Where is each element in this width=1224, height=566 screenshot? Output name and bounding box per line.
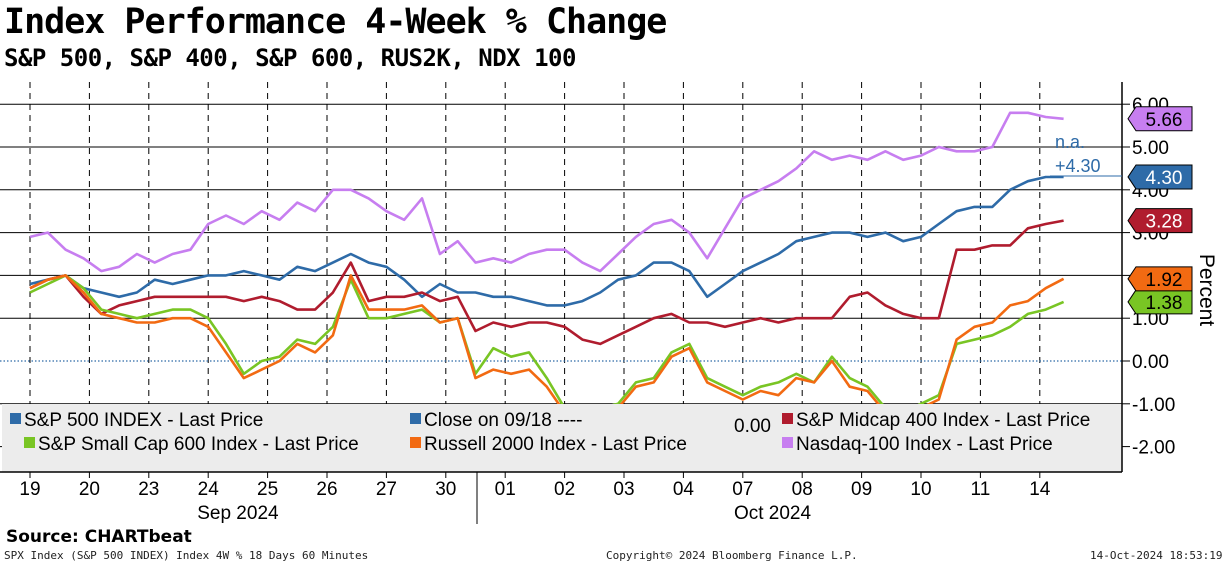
last-value-tag [1127,164,1193,190]
series-line-0 [29,175,1064,307]
x-tick-label: 11 [971,479,991,500]
last-value-label: 1.38 [1146,293,1183,314]
series-lines [29,111,1065,418]
series-line-4 [29,111,1064,273]
last-value-labels: 4.30 3.28 1.381.92 5.66 [1127,106,1193,315]
x-tick-label: 27 [376,479,397,500]
source-note: Source: CHARTbeat [6,527,192,547]
y-axis-title: Percent [1195,254,1218,327]
legend-label: Russell 2000 Index - Last Price [424,434,687,455]
x-tick-label: 03 [613,479,634,500]
last-value-label: 5.66 [1146,110,1183,131]
legend-swatch [10,413,21,424]
legend-label: S&P Small Cap 600 Index - Last Price [38,434,359,455]
last-value-tag [1127,289,1193,315]
y-tick-label: -1.00 [1132,395,1175,416]
last-value-label: 3.28 [1146,212,1183,233]
x-tick-label: 20 [79,479,100,500]
month-label: Sep 2024 [197,503,279,524]
x-tick-label: 01 [495,479,516,500]
x-tick-label: 14 [1029,479,1051,500]
annotation-na: n.a. [1055,132,1085,152]
legend-swatch [410,437,421,448]
x-tick-label: 10 [910,479,931,500]
x-tick-label: 02 [554,479,575,500]
x-tick-label: 08 [792,479,813,500]
chart-subtitle: S&P 500, S&P 400, S&P 600, RUS2K, NDX 10… [4,44,576,72]
legend-swatch [782,437,793,448]
last-value-label: 4.30 [1146,168,1183,189]
last-value-tag [1127,208,1193,234]
last-value-label: 1.92 [1146,270,1183,291]
x-tick-label: 24 [198,479,220,500]
last-value-tag [1127,106,1193,132]
legend-swatch [782,413,793,424]
legend-label: S&P 500 INDEX - Last Price [24,410,263,431]
annotation-change: +4.30 [1055,156,1101,176]
legend-label: S&P Midcap 400 Index - Last Price [796,410,1090,431]
last-value-tag [1127,266,1193,292]
x-tick-label: 26 [316,479,337,500]
legend-swatch [24,437,35,448]
chart-title: Index Performance 4-Week % Change [4,2,667,42]
series-line-1 [29,219,1064,346]
y-tick-label: 5.00 [1132,138,1169,159]
legend-box [2,404,1122,472]
legend-swatch [410,413,421,424]
annotations: n.a. +4.30 [1050,132,1122,177]
footer-copyright: Copyright© 2024 Bloomberg Finance L.P. [606,549,858,562]
y-tick-label: 0.00 [1132,352,1169,373]
x-tick-label: 09 [851,479,872,500]
legend: S&P 500 INDEX - Last Price Close on 09/18… [2,404,1122,472]
x-tick-label: 25 [257,479,278,500]
x-tick-label: 04 [673,479,695,500]
month-label: Oct 2024 [734,503,812,524]
footer-timestamp: 14-Oct-2024 18:53:19 [1090,549,1223,562]
x-tick-label: 23 [138,479,159,500]
y-tick-label: 1.00 [1132,309,1169,330]
x-tick-label: 19 [19,479,40,500]
legend-label: Nasdaq-100 Index - Last Price [796,434,1053,455]
footer-security: SPX Index (S&P 500 INDEX) Index 4W % 18 … [4,549,369,562]
legend-label: Close on 09/18 ---- [424,410,582,431]
y-tick-label: -2.00 [1132,438,1175,459]
x-tick-label: 30 [435,479,456,500]
x-tick-label: 07 [732,479,753,500]
legend-value: 0.00 [734,416,771,437]
